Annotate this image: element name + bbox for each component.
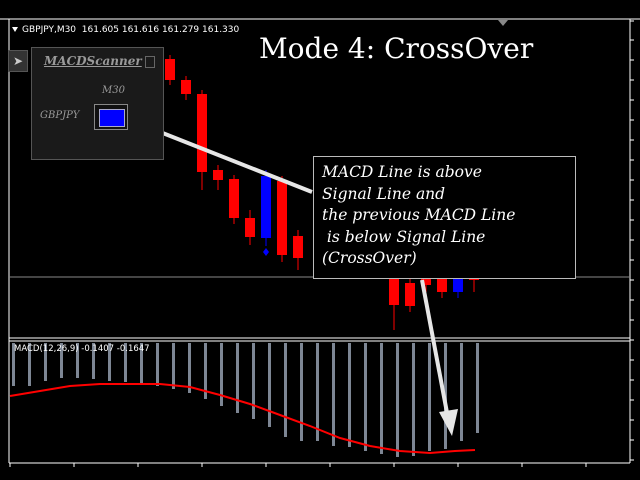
histogram-bar <box>396 343 399 457</box>
signal-cell-color <box>99 109 125 127</box>
candle-body <box>437 277 447 292</box>
symbol-label: GBPJPY,M30 <box>22 25 77 35</box>
symbol-info-bar: GBPJPY,M30 161.605 161.616 161.279 161.3… <box>12 25 239 35</box>
minimize-icon[interactable] <box>145 56 155 68</box>
candle-body <box>165 59 175 80</box>
histogram-bar <box>220 343 223 406</box>
candle-body <box>213 170 223 180</box>
histogram-bar <box>204 343 207 399</box>
candle-body <box>261 176 271 238</box>
histogram-bar <box>28 343 31 386</box>
arrow-head-icon <box>439 409 458 436</box>
histogram-bar <box>252 343 255 419</box>
histogram-bar <box>348 343 351 447</box>
histogram-bar <box>284 343 287 437</box>
histogram-bar <box>156 343 159 386</box>
histogram-bar <box>124 343 127 382</box>
histogram-bar <box>172 343 175 389</box>
candle-body <box>405 283 415 306</box>
histogram-bar <box>364 343 367 451</box>
histogram-bar <box>76 343 79 378</box>
histogram-bar <box>268 343 271 427</box>
macd-scanner-panel: MACDScanner M30 GBPJPY <box>31 47 164 160</box>
histogram-bar <box>60 343 63 378</box>
timeframe-header: M30 <box>102 85 125 96</box>
explanation-callout: MACD Line is above Signal Line and the p… <box>313 156 576 279</box>
buy-marker-icon <box>263 248 269 256</box>
mode-title: Mode 4: CrossOver <box>259 32 534 65</box>
callout-line: the previous MACD Line <box>322 206 516 224</box>
callout-line: Signal Line and <box>322 184 446 203</box>
signal-cell[interactable] <box>94 104 128 130</box>
macd-signal-line <box>9 383 476 455</box>
histogram-bar <box>460 343 463 441</box>
candle-body <box>277 181 287 255</box>
histogram-bar <box>92 343 95 379</box>
macd-histogram <box>12 343 479 457</box>
chart-frame <box>0 18 640 467</box>
histogram-bar <box>188 343 191 393</box>
histogram-bar <box>12 343 15 386</box>
symbol-row-label: GBPJPY <box>40 110 80 121</box>
scanner-title: MACDScanner <box>44 54 142 68</box>
histogram-bar <box>300 343 303 441</box>
histogram-bar <box>332 343 335 446</box>
histogram-bar <box>412 343 415 456</box>
callout-line: is below Signal Line <box>322 227 486 246</box>
callout-line: (CrossOver) <box>322 249 417 267</box>
candle-body <box>453 277 463 292</box>
candle-body <box>245 218 255 237</box>
arrow-to-panel <box>149 126 313 194</box>
period-marker-icon <box>498 20 508 26</box>
histogram-bar <box>428 343 431 451</box>
callout-line: MACD Line is above <box>322 163 482 181</box>
ohlc-values: 161.605 161.616 161.279 161.330 <box>81 25 240 35</box>
histogram-bar <box>44 343 47 381</box>
histogram-bar <box>236 343 239 413</box>
histogram-bar <box>140 343 143 383</box>
dropdown-triangle-icon[interactable] <box>12 27 18 32</box>
arrow-to-macd <box>420 279 450 419</box>
candlesticks <box>165 55 479 330</box>
candle-body <box>389 276 399 305</box>
candle-body <box>421 276 431 285</box>
candle-body <box>181 80 191 94</box>
macd-indicator-label: MACD(12,26,9) -0.1407 -0.1647 <box>14 344 150 354</box>
histogram-bar <box>108 343 111 381</box>
histogram-bar <box>380 343 383 454</box>
histogram-bar <box>476 343 479 433</box>
collapse-arrow-icon[interactable]: ➤ <box>8 50 28 72</box>
candle-body <box>293 236 303 258</box>
candle-body <box>229 179 239 218</box>
candle-body <box>197 94 207 172</box>
histogram-bar <box>316 343 319 441</box>
